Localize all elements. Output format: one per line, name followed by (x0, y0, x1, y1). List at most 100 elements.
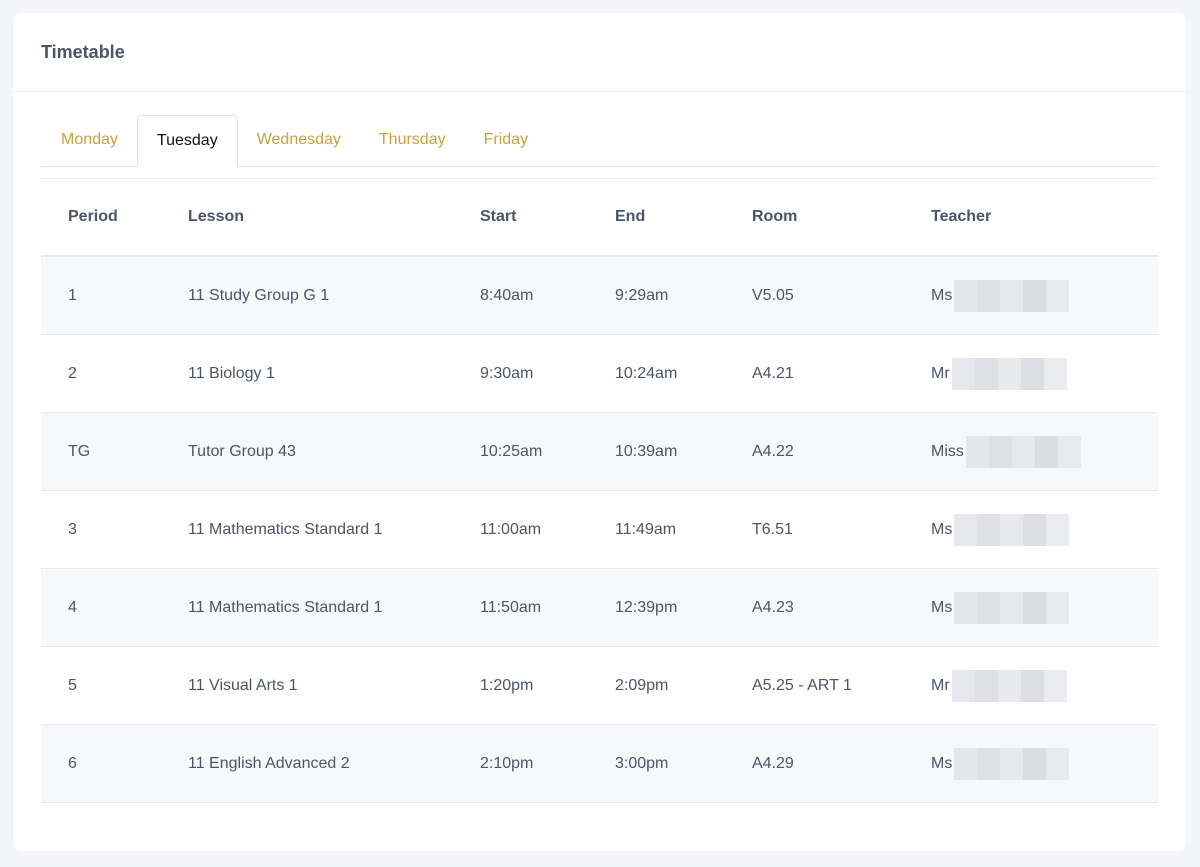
card-header: Timetable (13, 13, 1186, 92)
cell-end: 2:09pm (615, 646, 752, 725)
start-text: 9:30am (480, 364, 534, 382)
table-row: 3 11 Mathematics Standard 1 11:00am 11:49am… (41, 490, 1158, 569)
start-text: 1:20pm (480, 676, 534, 694)
cell-start: 11:50am (480, 568, 615, 647)
start-text: 11:00am (480, 520, 542, 538)
end-text: 9:29am (615, 286, 669, 304)
table-header-row: Period Lesson Start End Room Teacher (41, 179, 1158, 257)
teacher-text: Ms (931, 286, 953, 304)
cell-lesson: 11 Biology 1 (188, 334, 480, 413)
period-text: 6 (68, 754, 77, 772)
room-text: A4.22 (752, 442, 794, 460)
cell-teacher: Ms (931, 724, 1158, 803)
cell-period: 4 (41, 568, 188, 647)
table-row: 2 11 Biology 1 9:30am 10:24am A4.21 Mr (41, 334, 1158, 413)
start-text: 10:25am (480, 442, 543, 460)
cell-start: 10:25am (480, 412, 615, 491)
teacher-text: Ms (931, 598, 953, 616)
tab-monday[interactable]: Monday (61, 131, 118, 148)
cell-teacher: Ms (931, 490, 1158, 569)
cell-start: 11:00am (480, 490, 615, 569)
header-teacher: Teacher (931, 179, 1158, 257)
cell-teacher: Ms (931, 568, 1158, 647)
cell-lesson: 11 Mathematics Standard 1 (188, 490, 480, 569)
period-text: 5 (68, 676, 77, 694)
teacher-text: Miss (931, 442, 964, 460)
timetable-table: Period Lesson Start End Room Teacher 1 11… (41, 179, 1158, 803)
lesson-text: 11 Visual Arts 1 (188, 676, 298, 694)
cell-start: 1:20pm (480, 646, 615, 725)
end-text: 12:39pm (615, 598, 678, 616)
cell-lesson: 11 Visual Arts 1 (188, 646, 480, 725)
cell-start: 2:10pm (480, 724, 615, 803)
redacted-name (954, 279, 1070, 312)
cell-end: 11:49am (615, 490, 752, 569)
teacher-text: Mr (931, 364, 950, 382)
cell-teacher: Ms (931, 256, 1158, 335)
header-lesson: Lesson (188, 179, 480, 257)
timetable-card: Timetable Monday Tuesday Wednesday Thurs… (13, 13, 1186, 851)
header-start: Start (480, 179, 615, 257)
cell-period: 1 (41, 256, 188, 335)
lesson-text: 11 Mathematics Standard 1 (188, 598, 383, 616)
end-text: 10:24am (615, 364, 678, 382)
table-row: TG Tutor Group 43 10:25am 10:39am A4.22 Miss (41, 412, 1158, 491)
redacted-name (954, 513, 1070, 546)
start-text: 2:10pm (480, 754, 534, 772)
header-end: End (615, 179, 752, 257)
page-title: Timetable (41, 42, 125, 62)
cell-start: 9:30am (480, 334, 615, 413)
redacted-name (951, 669, 1067, 702)
lesson-text: 11 Study Group G 1 (188, 286, 330, 304)
cell-lesson: 11 Mathematics Standard 1 (188, 568, 480, 647)
period-text: 1 (68, 286, 77, 304)
cell-lesson: 11 Study Group G 1 (188, 256, 480, 335)
period-text: TG (68, 442, 91, 460)
cell-room: A4.22 (752, 412, 931, 491)
teacher-text: Ms (931, 754, 953, 772)
end-text: 2:09pm (615, 676, 669, 694)
tab-thursday[interactable]: Thursday (378, 131, 446, 148)
start-text: 8:40am (480, 286, 534, 304)
cell-room: A4.23 (752, 568, 931, 647)
header-period: Period (41, 179, 188, 257)
cell-lesson: Tutor Group 43 (188, 412, 480, 491)
redacted-name (954, 747, 1070, 780)
period-text: 4 (68, 598, 77, 616)
cell-period: 6 (41, 724, 188, 803)
lesson-text: 11 Biology 1 (188, 364, 275, 382)
room-text: A4.21 (752, 364, 794, 382)
redacted-name (965, 435, 1081, 468)
cell-teacher: Miss (931, 412, 1158, 491)
teacher-text: Ms (931, 520, 953, 538)
room-text: T6.51 (752, 520, 793, 538)
tab-tuesday[interactable]: Tuesday (136, 115, 238, 167)
period-text: 3 (68, 520, 77, 538)
cell-end: 10:39am (615, 412, 752, 491)
cell-room: T6.51 (752, 490, 931, 569)
cell-teacher: Mr (931, 334, 1158, 413)
table-row: 4 11 Mathematics Standard 1 11:50am 12:39pm… (41, 568, 1158, 647)
redacted-name (954, 591, 1070, 624)
cell-room: A5.25 - ART 1 (752, 646, 931, 725)
lesson-text: 11 English Advanced 2 (188, 754, 350, 772)
room-text: A4.23 (752, 598, 794, 616)
start-text: 11:50am (480, 598, 542, 616)
end-text: 10:39am (615, 442, 678, 460)
cell-period: TG (41, 412, 188, 491)
redacted-name (951, 357, 1067, 390)
divider (41, 178, 1158, 179)
cell-end: 9:29am (615, 256, 752, 335)
lesson-text: Tutor Group 43 (188, 442, 296, 460)
cell-end: 3:00pm (615, 724, 752, 803)
tab-wednesday[interactable]: Wednesday (256, 131, 341, 148)
teacher-text: Mr (931, 676, 950, 694)
period-text: 2 (68, 364, 77, 382)
day-tabs: Monday Tuesday Wednesday Thursday Friday (41, 115, 1158, 167)
tab-friday[interactable]: Friday (483, 131, 529, 148)
cell-room: V5.05 (752, 256, 931, 335)
cell-room: A4.21 (752, 334, 931, 413)
cell-lesson: 11 English Advanced 2 (188, 724, 480, 803)
table-row: 1 11 Study Group G 1 8:40am 9:29am V5.05 Ms (41, 256, 1158, 335)
cell-period: 3 (41, 490, 188, 569)
